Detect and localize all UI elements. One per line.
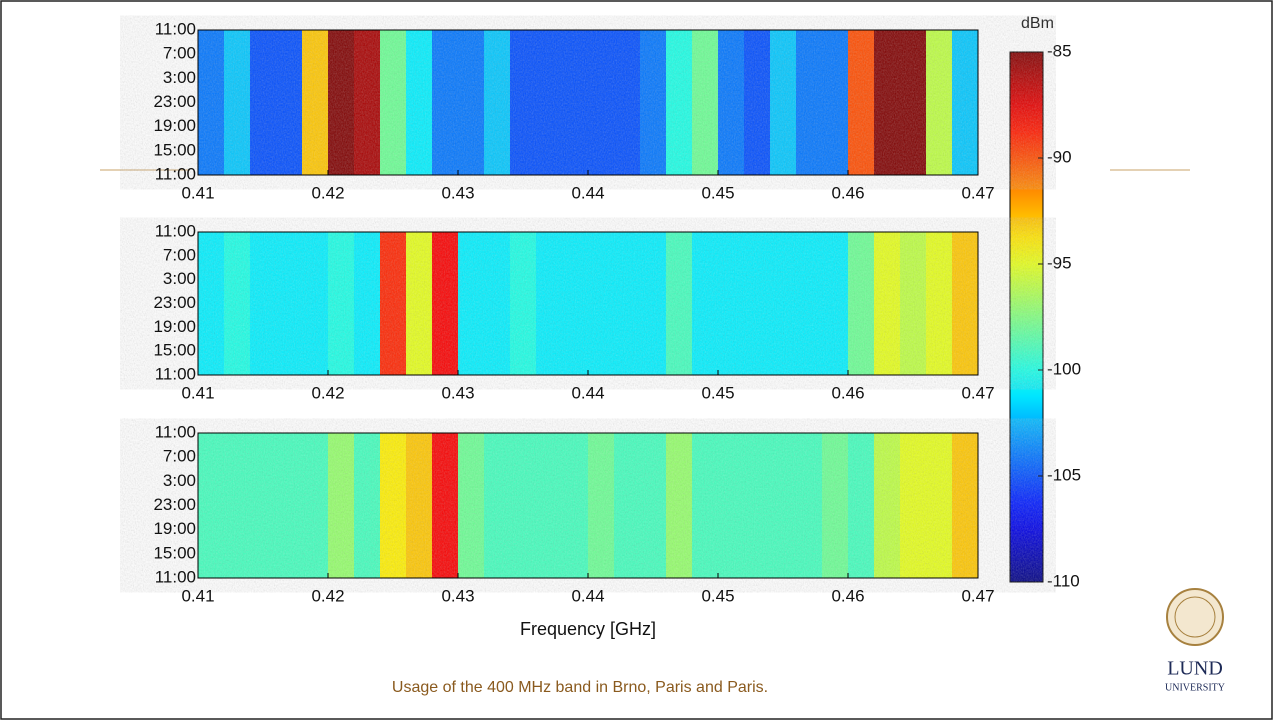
heatmap-panel: 0.41 0.42 0.43 0.44 0.45 0.46 0.47 11:00 7:00 3:0… [153,422,994,638]
x-tick-label: 0.45 [701,183,734,202]
y-tick-label: 3:00 [163,269,196,288]
x-tick-label: 0.42 [311,383,344,402]
y-tick-label: 11:00 [155,19,196,38]
colorbar-tick-label: -95 [1047,253,1072,272]
y-tick-label: 7:00 [163,44,196,63]
y-tick-label: 19:00 [153,519,196,538]
colorbar-tick-label: -110 [1047,571,1080,590]
colorbar-label: dBm [1021,15,1054,32]
colorbar-tick-label: -90 [1047,147,1072,166]
y-tick-label: 11:00 [155,567,196,586]
colorbar-tick-label: -100 [1047,359,1081,378]
y-tick-label: 23:00 [153,293,196,312]
logo-name: LUND [1167,658,1223,680]
x-tick-label: 0.45 [701,586,734,605]
x-tick-label: 0.46 [831,183,864,202]
y-tick-label: 7:00 [163,245,196,264]
x-tick-label: 0.41 [181,383,214,402]
heatmap-panel: 0.41 0.42 0.43 0.44 0.45 0.46 0.47 11:00 7:00 3:0… [153,19,994,202]
x-axis-label: Frequency [GHz] [520,619,656,639]
x-tick-label: 0.41 [181,586,214,605]
colorbar-tick-label: -85 [1047,41,1072,60]
x-tick-label: 0.46 [831,586,864,605]
x-tick-label: 0.43 [441,586,474,605]
x-tick-label: 0.42 [311,183,344,202]
caption: Usage of the 400 MHz band in Brno, Paris… [392,679,768,696]
logo-seal-ring [1174,596,1216,638]
x-tick-label: 0.41 [181,183,214,202]
x-tick-label: 0.43 [441,383,474,402]
heatmap-panel: 0.41 0.42 0.43 0.44 0.45 0.46 0.47 11:00 7:00 3:0… [153,221,994,402]
x-tick-label: 0.44 [571,383,604,402]
y-tick-label: 23:00 [153,495,196,514]
speckle [198,232,978,375]
logo-subtitle: UNIVERSITY [1165,682,1225,693]
x-tick-label: 0.44 [571,586,604,605]
x-tick-label: 0.45 [701,383,734,402]
speckle [198,433,978,578]
y-tick-label: 11:00 [155,422,196,441]
x-tick-label: 0.47 [961,183,994,202]
y-tick-label: 19:00 [153,116,196,135]
x-tick-label: 0.42 [311,586,344,605]
y-tick-label: 11:00 [155,221,196,240]
y-tick-label: 19:00 [153,317,196,336]
logo: LUND UNIVERSITY [1165,588,1225,693]
x-tick-label: 0.44 [571,183,604,202]
y-tick-label: 11:00 [155,164,196,183]
y-tick-label: 3:00 [163,471,196,490]
colorbar-tick-label: -105 [1047,465,1081,484]
x-tick-label: 0.47 [961,586,994,605]
y-tick-label: 3:00 [163,68,196,87]
x-tick-label: 0.46 [831,383,864,402]
y-tick-label: 11:00 [155,364,196,383]
x-tick-label: 0.47 [961,383,994,402]
x-tick-label: 0.43 [441,183,474,202]
colorbar [1009,51,1044,583]
y-tick-label: 15:00 [153,341,196,360]
y-tick-label: 15:00 [153,543,196,562]
y-tick-label: 23:00 [153,92,196,111]
speckle [198,30,978,175]
y-tick-label: 15:00 [153,140,196,159]
y-tick-label: 7:00 [163,447,196,466]
